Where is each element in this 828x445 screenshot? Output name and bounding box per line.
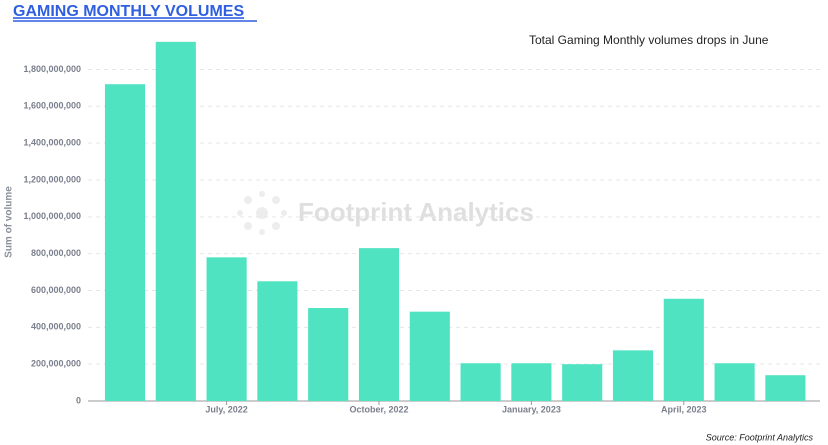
bar <box>358 248 400 401</box>
bar <box>206 257 247 401</box>
bar <box>511 363 552 401</box>
bar <box>409 311 450 401</box>
bar <box>714 363 755 401</box>
bar <box>257 281 298 401</box>
bar <box>460 363 501 401</box>
bar <box>612 350 654 401</box>
bar <box>663 298 704 401</box>
y-tick-label: 1,000,000,000 <box>23 211 81 221</box>
watermark: Footprint Analytics <box>298 197 534 227</box>
chart-title[interactable]: GAMING MONTHLY VOLUMES <box>13 3 244 20</box>
bar <box>765 375 806 401</box>
x-tick-label: July, 2022 <box>205 404 247 414</box>
bar <box>104 84 146 402</box>
bar <box>155 41 196 402</box>
y-tick-label: 800,000,000 <box>31 248 81 258</box>
x-tick-label: October, 2022 <box>349 404 408 414</box>
x-tick-label: April, 2023 <box>661 404 707 414</box>
y-tick-label: 1,400,000,000 <box>23 138 81 148</box>
y-tick-label: 0 <box>76 395 81 405</box>
bar <box>308 307 349 401</box>
y-tick-label: 200,000,000 <box>31 359 81 369</box>
y-axis-label: Sum of volume <box>4 186 15 258</box>
source: Source: Footprint Analytics <box>706 432 814 442</box>
watermark-logo <box>237 191 287 235</box>
y-tick-label: 1,800,000,000 <box>23 64 81 74</box>
bar <box>562 364 603 401</box>
y-tick-label: 600,000,000 <box>31 285 81 295</box>
annotation: Total Gaming Monthly volumes drops in Ju… <box>529 33 769 47</box>
y-tick-label: 400,000,000 <box>31 322 81 332</box>
x-tick-label: January, 2023 <box>502 404 561 414</box>
y-tick-label: 1,200,000,000 <box>23 174 81 184</box>
y-tick-label: 1,600,000,000 <box>23 101 81 111</box>
